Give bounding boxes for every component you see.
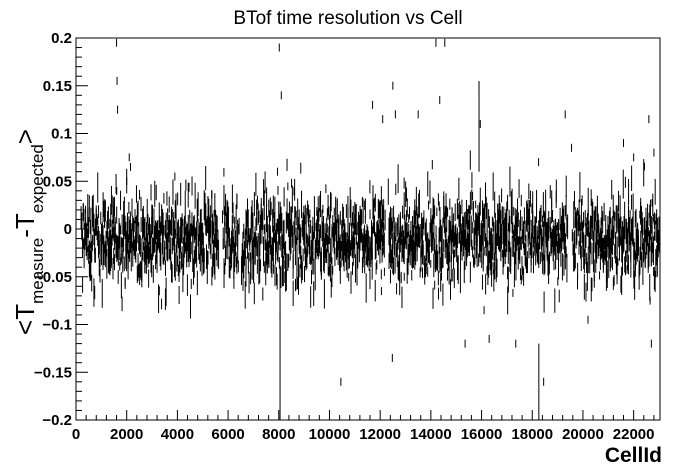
x-tick-label: 22000 <box>613 426 655 443</box>
x-tick-label: 20000 <box>562 426 604 443</box>
x-tick-label: 10000 <box>309 426 351 443</box>
x-tick-label: 4000 <box>161 426 194 443</box>
x-tick-label: 18000 <box>511 426 553 443</box>
y-tick-label: 0.1 <box>51 126 72 143</box>
x-tick-label: 12000 <box>359 426 401 443</box>
x-tick-label: 6000 <box>211 426 244 443</box>
y-tick-label: −0.05 <box>34 269 72 286</box>
y-axis-label-close: > <box>10 129 40 144</box>
chart-title: BTof time resolution vs Cell <box>233 8 462 29</box>
y-tick-label: −0.15 <box>34 364 72 381</box>
y-tick-label: 0 <box>64 221 72 238</box>
x-tick-label: 14000 <box>410 426 452 443</box>
y-tick-label: −0.1 <box>42 317 72 334</box>
y-axis-label-open: <T <box>10 304 40 335</box>
x-tick-label: 0 <box>72 426 80 443</box>
x-tick-label: 16000 <box>461 426 503 443</box>
y-axis-label-sub2: expected <box>28 144 47 213</box>
plot-frame <box>75 37 661 421</box>
y-tick-label: 0.2 <box>51 30 72 47</box>
x-tick-label: 8000 <box>262 426 295 443</box>
y-tick-label: −0.2 <box>42 412 72 429</box>
y-tick-label: 0.05 <box>43 173 72 190</box>
x-axis-label: CellId <box>605 444 662 467</box>
y-axis-label-sub1: measure <box>28 238 47 304</box>
data-layer <box>80 38 661 420</box>
y-axis-label-dash: -T <box>10 213 40 238</box>
y-axis: 0.2 0.15 0.1 0.05 0 −0.05 −0.1 −0.15 −0.2 <box>34 30 88 429</box>
x-tick-label: 2000 <box>110 426 143 443</box>
y-axis-label: <Tmeasure-Texpected> <box>10 129 47 335</box>
y-tick-label: 0.15 <box>43 78 72 95</box>
x-axis: 0 2000 4000 6000 8000 10000 12000 14000 16000 180… <box>72 410 655 443</box>
